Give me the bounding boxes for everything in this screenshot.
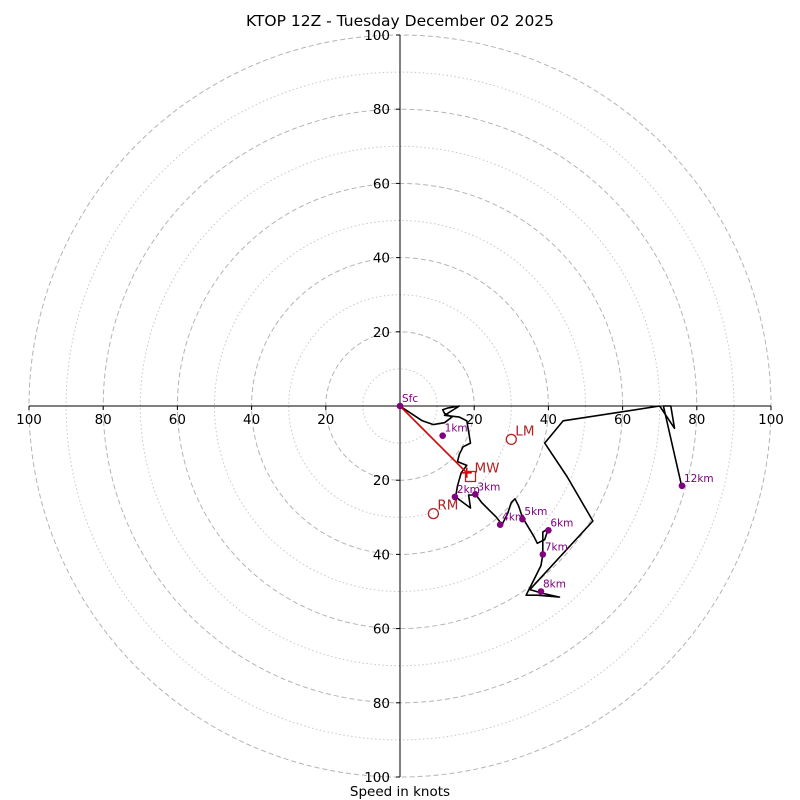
storm-vector-label-rm: RM bbox=[437, 498, 458, 514]
y-tick-label: 40 bbox=[373, 251, 390, 267]
x-tick-label: 60 bbox=[169, 412, 186, 428]
y-tick-label: 20 bbox=[373, 325, 390, 341]
height-label-sfc: Sfc bbox=[402, 393, 418, 405]
y-tick-label: 80 bbox=[373, 696, 390, 712]
height-marker-8km bbox=[537, 588, 545, 595]
height-marker-1km bbox=[439, 432, 446, 439]
x-tick-label: 20 bbox=[317, 412, 334, 428]
y-tick-label: 80 bbox=[373, 102, 390, 118]
storm-vector-marker-rm bbox=[427, 507, 440, 520]
height-label-8km: 8km bbox=[543, 579, 566, 591]
height-label-5km: 5km bbox=[524, 506, 547, 518]
shear-vector-head bbox=[461, 467, 472, 478]
tick-labels: 100 80 60 40 20 20 40 60 80 100 100 80 60 40 20 20 40 60 8… bbox=[16, 28, 784, 786]
y-tick-label: 20 bbox=[373, 473, 390, 489]
y-tick-label: 60 bbox=[373, 176, 390, 192]
storm-vector-marker-lm bbox=[505, 433, 517, 446]
hodograph-trace bbox=[399, 405, 683, 598]
chart-title: KTOP 12Z - Tuesday December 02 2025 bbox=[246, 12, 554, 30]
storm-vector-label-mw: MW bbox=[474, 460, 499, 476]
x-tick-label: 80 bbox=[95, 412, 112, 428]
height-label-4km: 4km bbox=[502, 512, 525, 524]
y-tick-label: 100 bbox=[364, 770, 390, 786]
height-marker-2km bbox=[451, 493, 459, 501]
x-tick-label: 40 bbox=[540, 412, 557, 428]
height-marker-sfc bbox=[396, 402, 404, 410]
height-marker-7km bbox=[539, 551, 547, 558]
x-axis-label: Speed in knots bbox=[350, 784, 450, 800]
x-tick-label: 100 bbox=[758, 412, 784, 428]
height-label-6km: 6km bbox=[550, 517, 573, 529]
height-marker-12km bbox=[678, 482, 686, 490]
x-tick-label: 20 bbox=[466, 412, 483, 428]
height-label-12km: 12km bbox=[684, 473, 714, 485]
height-marker-6km bbox=[545, 526, 552, 534]
y-tick-label: 60 bbox=[373, 622, 390, 638]
y-tick-label: 100 bbox=[364, 28, 390, 44]
storm-vector-marker-mw bbox=[464, 470, 477, 483]
height-label-7km: 7km bbox=[545, 541, 568, 553]
x-tick-label: 100 bbox=[16, 412, 42, 428]
x-tick-label: 60 bbox=[614, 412, 631, 428]
y-tick-label: 40 bbox=[373, 547, 390, 563]
height-marker-5km bbox=[519, 515, 526, 523]
height-marker-3km bbox=[472, 490, 479, 498]
shear-vector-line bbox=[399, 405, 468, 474]
x-tick-label: 80 bbox=[688, 412, 705, 428]
height-marker-4km bbox=[496, 521, 504, 529]
x-tick-label: 40 bbox=[243, 412, 260, 428]
height-label-1km: 1km bbox=[445, 423, 468, 435]
storm-motion-vectors: LM MW RM bbox=[399, 405, 534, 520]
storm-vector-label-lm: LM bbox=[515, 423, 534, 439]
height-label-3km: 3km bbox=[477, 481, 500, 493]
hodograph-line bbox=[399, 405, 683, 598]
